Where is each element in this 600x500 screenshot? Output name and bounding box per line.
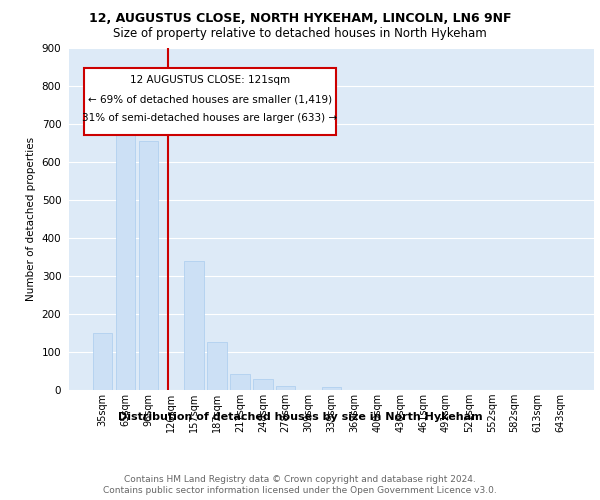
Text: Contains HM Land Registry data © Crown copyright and database right 2024.: Contains HM Land Registry data © Crown c…	[124, 475, 476, 484]
Text: ← 69% of detached houses are smaller (1,419): ← 69% of detached houses are smaller (1,…	[88, 94, 332, 104]
Bar	[116, 120, 135, 390]
Text: Size of property relative to detached houses in North Hykeham: Size of property relative to detached ho…	[113, 28, 487, 40]
Bar	[276, 386, 295, 390]
Bar	[93, 333, 112, 390]
Text: 12 AUGUSTUS CLOSE: 121sqm: 12 AUGUSTUS CLOSE: 121sqm	[130, 75, 290, 85]
Bar	[208, 342, 227, 390]
Text: 12, AUGUSTUS CLOSE, NORTH HYKEHAM, LINCOLN, LN6 9NF: 12, AUGUSTUS CLOSE, NORTH HYKEHAM, LINCO…	[89, 12, 511, 26]
Bar	[230, 374, 250, 390]
Text: 31% of semi-detached houses are larger (633) →: 31% of semi-detached houses are larger (…	[82, 113, 338, 123]
Bar	[139, 140, 158, 390]
Text: Distribution of detached houses by size in North Hykeham: Distribution of detached houses by size …	[118, 412, 482, 422]
Bar	[322, 387, 341, 390]
Bar	[184, 260, 204, 390]
Text: Contains public sector information licensed under the Open Government Licence v3: Contains public sector information licen…	[103, 486, 497, 495]
Bar	[253, 380, 272, 390]
Y-axis label: Number of detached properties: Number of detached properties	[26, 136, 36, 301]
